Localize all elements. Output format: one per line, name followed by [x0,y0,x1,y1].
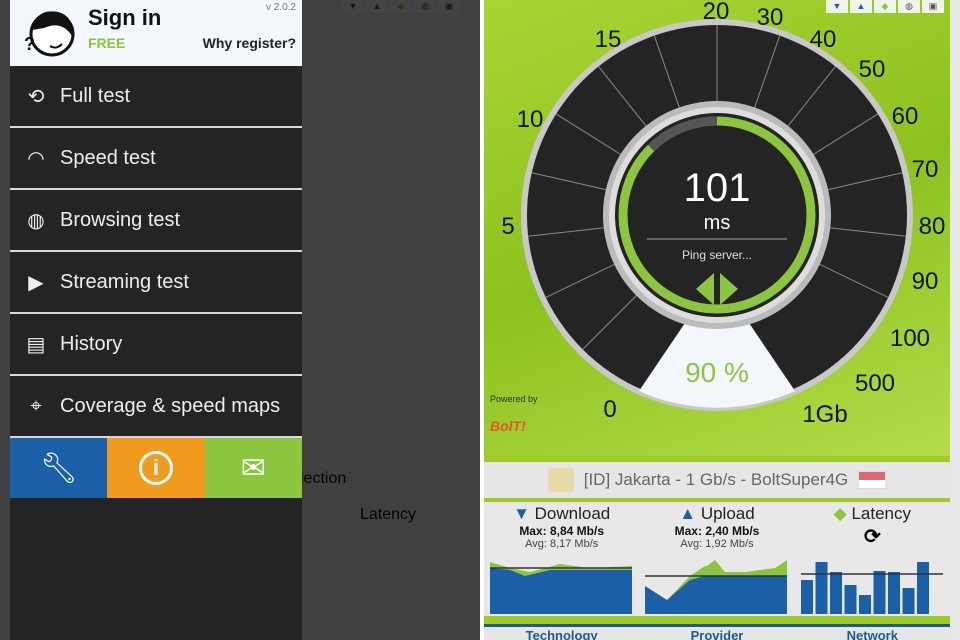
globe-icon: ◍ [27,209,45,232]
screen-icon[interactable]: ▣ [922,0,944,13]
menu-item-label: Speed test [60,146,156,169]
gauge-value: 101 [684,166,751,210]
toolbar: ▼▲◆◍▣ [826,0,944,13]
film-icon: ▶ [28,271,44,294]
footer-tab[interactable]: Network [846,628,898,640]
sign-in-title[interactable]: Sign in [88,5,162,30]
server-label: [ID] Jakarta - 1 Gb/s - BoltSuper4G [583,470,849,489]
upload-avg: Avg: 1,92 Mb/s [680,538,754,550]
speedometer-icon: ◠ [27,147,45,170]
download-label: Download [534,504,611,523]
upload-max: Max: 2,40 Mb/s [674,524,760,538]
latency-stat[interactable]: ◆ Latency ⟳ [795,502,950,618]
menu-item[interactable]: ◠ Speed test [10,128,302,190]
server-icon [547,468,574,492]
info-button[interactable]: i [107,438,205,498]
latency-bar [873,571,886,614]
speed-test-app: 0 5 10 15 20 30 40 50 60 70 80 90 100 500 1Gb 101 ms Ping… [484,0,950,640]
full-test-icon: ⟲ [27,85,45,108]
upload-icon[interactable]: ▲ [850,0,872,13]
svg-text:?: ? [24,34,35,54]
upload-graph [645,560,788,614]
menu-item-label: Browsing test [60,208,181,231]
menu-item[interactable]: ◍ Browsing test [10,190,302,252]
gauge-tick-label: 1Gb [802,401,847,428]
menu-item-label: Coverage & speed maps [60,394,281,417]
refresh-icon: ⟳ [863,526,881,548]
latency-bar [887,572,900,614]
gauge-tick-label: 60 [892,103,919,130]
upload-stat[interactable]: ▲ Upload Max: 2,40 Mb/s Avg: 1,92 Mb/s [639,502,794,618]
footer-tab[interactable]: Provider [690,628,744,640]
settings-button[interactable]: 🔧︎ [10,438,108,498]
download-graph [490,562,632,614]
book-icon: ▤ [26,333,46,356]
latency-bar [844,585,857,614]
plan-label: FREE [88,35,126,51]
download-avg: Avg: 8,17 Mb/s [525,538,599,550]
latency-bar [916,562,929,614]
server-selector[interactable]: [ID] Jakarta - 1 Gb/s - BoltSuper4G [484,462,950,498]
latency-arrows-icon [696,273,738,305]
latency-graph [800,562,943,614]
latency-icon: ◆ [833,504,847,523]
bolt-logo: BolT! [490,418,526,434]
navigation-drawer: ? Sign in FREE v 2.0.2 Why register? ⟲ Fu… [10,0,302,640]
gauge-tick-label: 500 [855,370,895,397]
upload-label: Upload [700,504,755,523]
sign-in-header[interactable]: ? Sign in FREE v 2.0.2 Why register? [10,0,302,66]
wrench-icon: 🔧︎ [39,451,78,485]
latency-label: Latency [851,504,911,523]
upload-icon: ▲ [679,504,697,523]
gauge-tick-label: 30 [757,4,784,31]
gauge-tick-label: 80 [919,213,946,240]
avatar-icon: ? [24,11,75,57]
gauge-tick-label: 50 [859,56,886,83]
gauge-tick-label: 5 [501,213,514,240]
latency-bar [858,595,871,614]
download-icon[interactable]: ▼ [826,0,848,13]
latency-icon[interactable]: ◆ [874,0,896,13]
progress-label: 90 % [685,357,749,388]
download-stat[interactable]: ▼ Download Max: 8,84 Mb/s Avg: 8,17 Mb/s [484,502,639,618]
menu-item[interactable]: ▶ Streaming test [10,252,302,314]
latency-bar [902,588,915,614]
info-icon: i [138,451,173,485]
download-max: Max: 8,84 Mb/s [519,524,605,538]
menu-item[interactable]: ▤ History [10,314,302,376]
menu-item[interactable]: ⌖ Coverage & speed maps [10,376,302,438]
gauge-unit: ms [704,212,731,234]
why-register-link[interactable]: Why register? [202,35,296,51]
gauge-tick-label: 20 [703,0,730,25]
gauge-tick-label: 70 [912,156,939,183]
gauge-tick-label: 15 [595,26,622,53]
menu-item[interactable]: ⟲ Full test [10,66,302,128]
envelope-icon: ✉︎ [240,451,266,485]
gauge-status: Ping server... [682,248,752,262]
footer-tab[interactable]: Technology [525,628,598,640]
gauge-tick-label: 90 [912,268,939,295]
menu-item-label: History [60,332,123,355]
menu-item-label: Full test [60,84,131,107]
gauge-tick-label: 10 [517,106,544,133]
indonesia-flag-icon [858,471,887,489]
globe-icon[interactable]: ◍ [898,0,920,13]
latency-bar [829,572,842,614]
left-screen: 05101520304050607080901005001Gb101msPing… [0,0,480,640]
version-label: v 2.0.2 [265,2,296,13]
gauge-tick-label: 0 [603,396,616,423]
latency-bar [800,580,813,614]
download-icon: ▼ [513,504,530,523]
gauge-tick-label: 100 [890,325,930,352]
right-screen: 0 5 10 15 20 30 40 50 60 70 80 90 100 500 1Gb 101 ms Ping… [484,0,960,640]
map-pin-icon: ⌖ [30,394,42,417]
gauge-tick-label: 40 [810,26,837,53]
mail-button[interactable]: ✉︎ [204,438,302,498]
latency-bar [815,562,828,614]
powered-by-label: Powered by [490,394,538,404]
menu-item-label: Streaming test [60,270,189,293]
progress-sector [639,320,795,408]
